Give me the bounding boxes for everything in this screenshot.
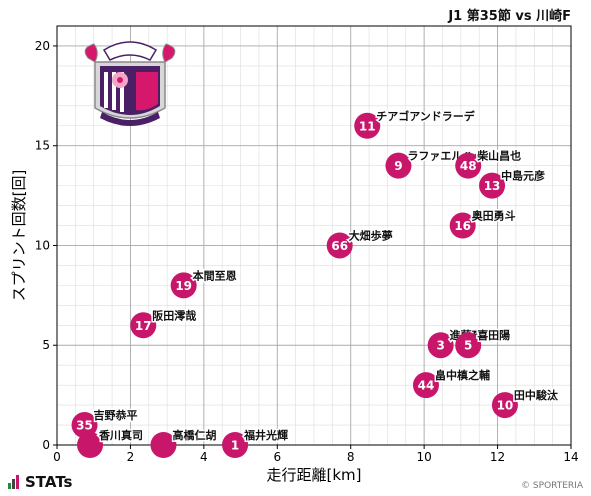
point-number-label: 11: [359, 119, 376, 133]
point-name-label: 柴山昌也: [476, 149, 521, 163]
point-marker: [326, 232, 353, 259]
point-number-label: 5: [464, 339, 472, 353]
point-marker: [427, 332, 454, 359]
x-tick-label: 12: [490, 450, 505, 464]
point-number-label: 35: [76, 419, 93, 433]
point-number-label: 16: [454, 219, 471, 233]
x-tick-label: 8: [347, 450, 355, 464]
x-tick-label: 2: [127, 450, 135, 464]
point-marker: [150, 432, 177, 458]
point-name-label: チアゴアンドラーデ: [376, 109, 476, 123]
point-name-label: 吉野恭平: [94, 408, 138, 422]
point-number-label: 48: [460, 159, 477, 173]
stats-logo: STATs: [8, 473, 72, 491]
point-marker: [449, 212, 476, 239]
data-point: 9 ラファエルハットン: [385, 148, 508, 179]
x-tick-label: 0: [53, 450, 61, 464]
point-name-label: 畠中槙之輔: [435, 368, 490, 382]
point-number-label: 66: [331, 239, 348, 253]
data-point: 香川真司: [77, 427, 145, 458]
point-name-label: 高橋仁胡: [172, 428, 216, 442]
point-name-label: 大畑歩夢: [349, 228, 393, 242]
data-point: 高橋仁胡: [150, 427, 218, 458]
y-tick-label: 15: [35, 139, 50, 153]
x-tick-label: 6: [273, 450, 281, 464]
point-marker: [385, 152, 412, 179]
x-tick-label: 10: [417, 450, 432, 464]
point-number-label: 19: [175, 279, 192, 293]
point-name-label: 香川真司: [98, 428, 143, 442]
point-marker: [222, 432, 249, 458]
point-name-label: 喜田陽: [477, 328, 510, 342]
y-tick-label: 10: [35, 238, 50, 252]
point-name-label: 田中駿汰: [514, 388, 559, 402]
point-name-label: ラファエルハットン: [407, 150, 506, 163]
point-number-label: 44: [418, 379, 435, 393]
point-marker: [71, 412, 98, 439]
club-crest-icon: [84, 41, 176, 126]
data-points: 11チアゴアンドラーデ9ラファエルハットン48柴山昌也13中島元彦16奥田勇斗6…: [71, 107, 560, 458]
chart-title: J1 第35節 vs 川崎F: [448, 9, 571, 24]
point-name-label: 阪田澪哉: [152, 308, 196, 322]
point-number-label: 17: [135, 319, 152, 333]
point-name-label: 中島元彦: [501, 169, 545, 183]
y-axis-label: スプリント回数[回]: [10, 170, 28, 302]
point-marker: [455, 332, 482, 359]
point-marker: [455, 152, 482, 179]
bar-logo-icon: [8, 475, 20, 489]
point-number-label: 3: [436, 339, 444, 353]
point-marker: [77, 432, 104, 458]
point-number-label: 13: [484, 179, 501, 193]
point-name-label: 福井光輝: [243, 428, 288, 442]
point-marker: [412, 372, 439, 399]
point-number-label: 1: [231, 439, 239, 453]
point-name-label: 本間至恩: [193, 268, 237, 282]
point-marker: [491, 392, 518, 419]
point-number-label: 10: [497, 399, 514, 413]
copyright: © SPORTERIA: [521, 481, 583, 491]
brand-name: STATs: [25, 473, 73, 491]
point-marker: [479, 172, 506, 199]
y-tick-label: 20: [35, 39, 50, 53]
point-number-label: 9: [394, 159, 402, 173]
y-tick-label: 5: [42, 338, 50, 352]
point-marker: [170, 272, 197, 299]
data-point: 5 喜田陽: [455, 327, 512, 359]
x-tick-label: 4: [200, 450, 208, 464]
x-axis-label: 走行距離[km]: [266, 466, 361, 484]
y-tick-label: 0: [42, 438, 50, 452]
point-marker: [354, 112, 381, 139]
x-tick-label: 14: [563, 450, 578, 464]
plot-frame: [56, 25, 572, 446]
point-name-label: 奥田勇斗: [471, 209, 516, 223]
data-point: 1 福井光輝: [222, 427, 290, 458]
point-marker: [130, 312, 157, 339]
